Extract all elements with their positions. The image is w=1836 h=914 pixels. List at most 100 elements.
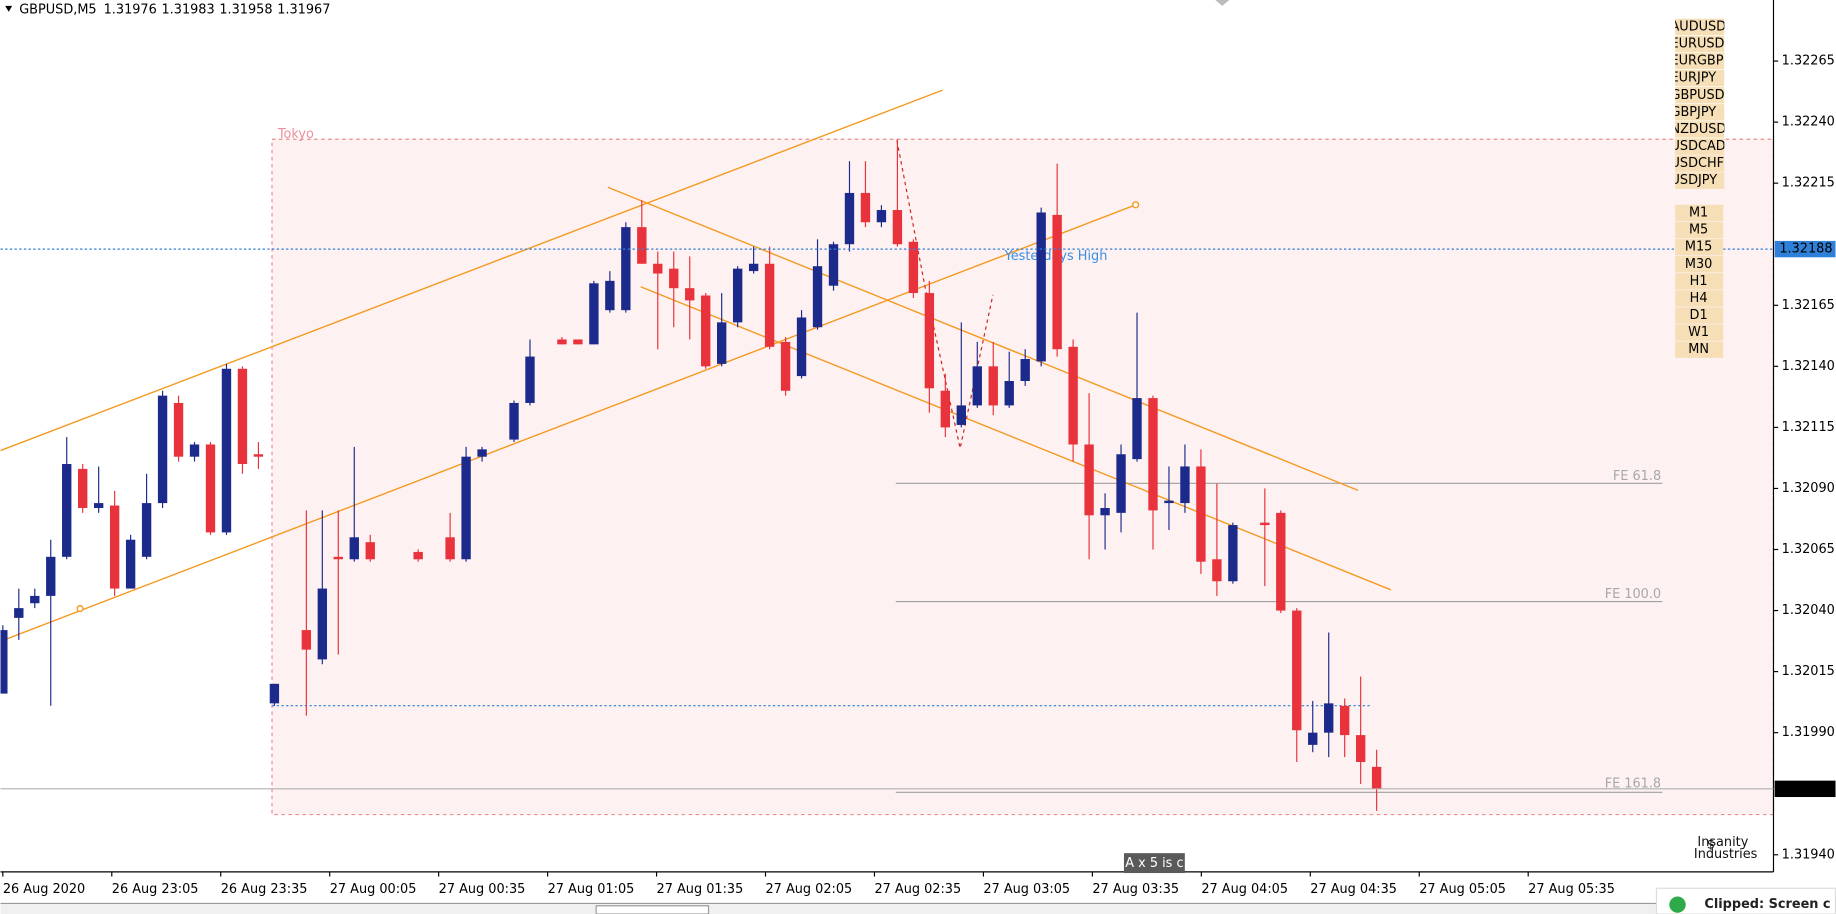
candle-body xyxy=(557,339,567,345)
symbol-label: NZDUSD xyxy=(1670,122,1726,137)
symbol-button[interactable] xyxy=(1672,172,1725,189)
candle-body xyxy=(317,588,328,660)
candle-body xyxy=(157,395,168,504)
candle-body xyxy=(796,317,807,377)
timeframe-button[interactable] xyxy=(1675,204,1724,222)
candle-body xyxy=(1020,359,1030,381)
trendline-anchor xyxy=(76,604,84,613)
timeframe-button[interactable] xyxy=(1675,307,1724,324)
timeframe-button[interactable] xyxy=(1675,273,1724,290)
fe-label: FE 100.0 xyxy=(1605,587,1661,602)
candle-body xyxy=(1068,346,1078,445)
candle-body xyxy=(589,283,599,345)
candle-body xyxy=(1324,703,1334,733)
candle-body xyxy=(1148,398,1158,511)
candle-body xyxy=(748,263,759,272)
price-label: 1.31967 xyxy=(1779,781,1832,796)
candle-body xyxy=(1292,610,1302,731)
symbol-label: USDCHF xyxy=(1670,156,1724,171)
candle-body xyxy=(780,341,791,391)
timeframe-button[interactable] xyxy=(1675,238,1724,256)
candle-body xyxy=(956,405,966,425)
candle-body xyxy=(892,210,903,245)
y-tick-label: 1.32240 xyxy=(1782,115,1835,130)
y-tick-label: 1.32090 xyxy=(1782,481,1835,496)
candle-body xyxy=(860,192,871,223)
candle-body xyxy=(653,263,663,274)
candle-body xyxy=(509,402,519,440)
y-tick-label: 1.32040 xyxy=(1782,603,1835,618)
candle-body xyxy=(445,537,455,560)
ohlc-open: 1.31976 xyxy=(104,2,157,17)
candle-body xyxy=(93,503,104,508)
candle-body xyxy=(732,268,743,323)
symbol-button[interactable] xyxy=(1672,69,1725,87)
symbol-button[interactable] xyxy=(1672,155,1725,172)
candle-body xyxy=(812,266,823,328)
candle-body xyxy=(1308,732,1318,745)
y-tick-label: 1.32165 xyxy=(1782,298,1835,313)
symbol-button[interactable] xyxy=(1672,138,1725,155)
candle-body xyxy=(141,503,152,557)
candle-body xyxy=(301,630,312,650)
ohlc-low: 1.31958 xyxy=(219,2,272,17)
candle-body xyxy=(1100,507,1110,516)
x-tick-label: 27 Aug 03:35 xyxy=(1092,882,1179,897)
y-tick-label: 1.32265 xyxy=(1782,54,1835,69)
candle-body xyxy=(764,263,775,347)
candle-body xyxy=(1052,214,1062,350)
candle-body xyxy=(349,537,359,560)
timeframe-label: D1 xyxy=(1690,308,1708,323)
tab-bar xyxy=(0,903,1836,914)
header: GBPUSD,M5 1.31976 1.31983 1.31958 1.31967 xyxy=(19,2,330,17)
logo-mark: $ xyxy=(1707,837,1715,852)
notification-icon xyxy=(1669,896,1686,913)
session-box xyxy=(271,138,1775,816)
candle-body xyxy=(237,368,248,465)
candle-body xyxy=(1212,559,1222,582)
timeframe-label: M30 xyxy=(1685,257,1712,272)
timeframe-label: M5 xyxy=(1689,223,1708,238)
notification: Clipped: Screen c xyxy=(1704,897,1830,912)
symbol-label: EURJPY xyxy=(1670,71,1716,86)
candle-body xyxy=(365,542,375,560)
session-label: Tokyo xyxy=(277,127,314,142)
timeframe-button[interactable] xyxy=(1675,341,1724,358)
timeframe-button[interactable] xyxy=(1675,256,1724,273)
symbol-button[interactable] xyxy=(1672,121,1725,138)
candle-body xyxy=(573,339,583,345)
symbol-button[interactable] xyxy=(1672,104,1725,121)
timeframe-label: H1 xyxy=(1690,274,1708,289)
timeframe-button[interactable] xyxy=(1675,290,1724,307)
candle-body xyxy=(1116,454,1126,513)
candle-body xyxy=(30,595,40,604)
symbol-button[interactable] xyxy=(1672,18,1725,36)
candles xyxy=(0,139,1382,811)
tab[interactable] xyxy=(595,905,710,914)
timeframe-button[interactable] xyxy=(1675,324,1724,341)
candle-body xyxy=(988,366,998,406)
candle-body xyxy=(1036,212,1046,362)
candle-body xyxy=(333,556,343,560)
symbol-button[interactable] xyxy=(1672,35,1725,53)
symbol-button[interactable] xyxy=(1672,87,1725,104)
candle-body xyxy=(669,268,679,289)
x-tick-label: 26 Aug 23:05 xyxy=(112,882,199,897)
trendline-anchor xyxy=(1132,201,1140,209)
candle-body xyxy=(1196,466,1206,562)
symbol-label: GBPJPY xyxy=(1670,105,1716,120)
fe-label: FE 161.8 xyxy=(1605,777,1661,792)
candle-body xyxy=(637,227,647,264)
x-tick-label: 27 Aug 05:35 xyxy=(1528,882,1615,897)
candle-body xyxy=(109,505,120,589)
symbol-button[interactable] xyxy=(1672,52,1725,70)
candle-body xyxy=(461,456,471,560)
timeframe-button[interactable] xyxy=(1675,221,1724,239)
symbol-label: GBPUSD xyxy=(1670,88,1724,103)
x-tick-label: 27 Aug 04:35 xyxy=(1310,882,1397,897)
y-tick-label: 1.32215 xyxy=(1782,176,1835,191)
menu-arrow[interactable] xyxy=(5,5,13,12)
trendline xyxy=(0,204,1136,642)
x-tick-label: 27 Aug 05:05 xyxy=(1419,882,1506,897)
